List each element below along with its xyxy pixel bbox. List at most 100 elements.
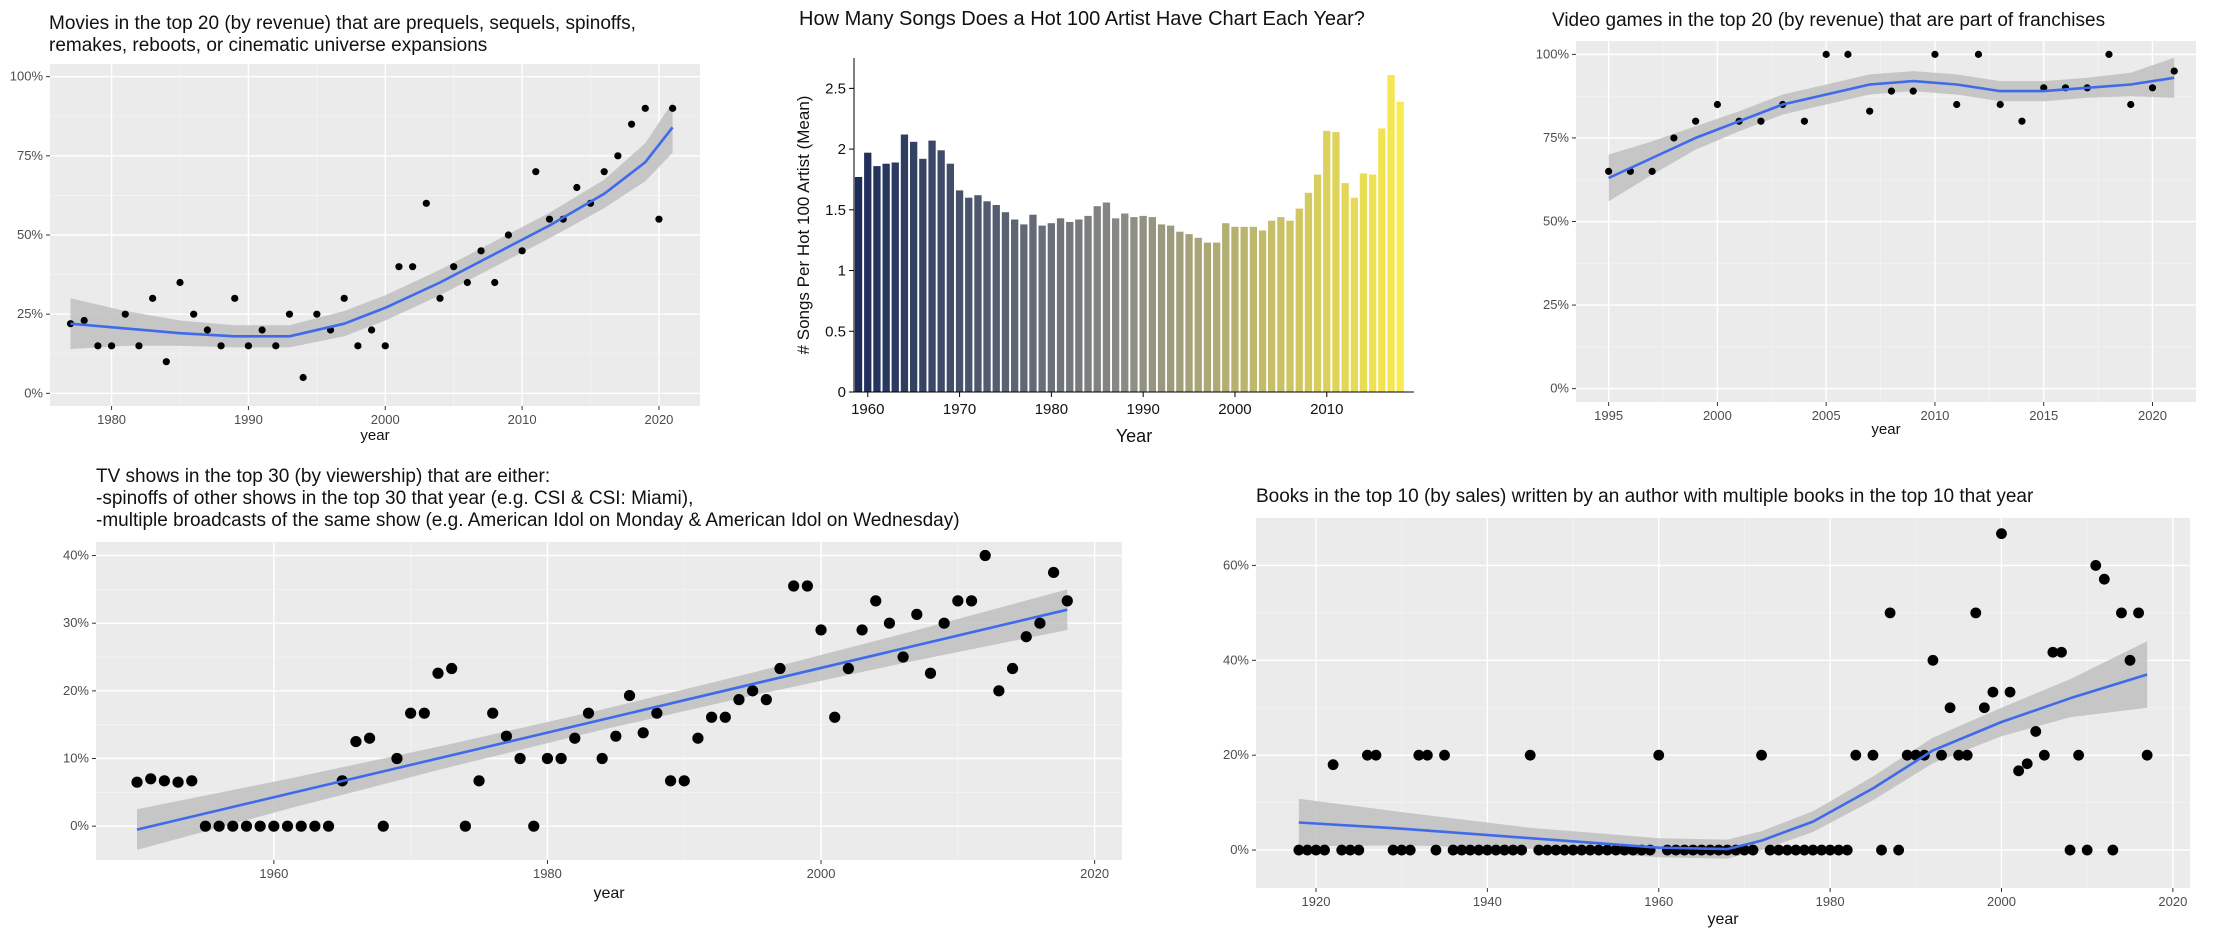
tv-data-point	[979, 549, 991, 562]
movies-ytick-label: 50%	[17, 227, 43, 242]
books-data-point	[1601, 844, 1613, 856]
books-data-point	[1319, 844, 1330, 856]
songs-xtick-label: 2000	[1218, 401, 1251, 418]
movies-data-point	[641, 104, 649, 112]
tv-data-point	[733, 694, 745, 706]
books-confidence-band	[1298, 641, 2148, 859]
tv-data-point	[158, 775, 170, 787]
books-data-point	[2030, 726, 2042, 737]
songs-bar	[1295, 208, 1303, 392]
songs-bar	[1313, 174, 1322, 392]
songs-ytick-label: 2.5	[825, 80, 846, 97]
tv-xtick-label: 2020	[1080, 866, 1109, 881]
books-data-point	[1944, 702, 1956, 714]
songs-bar	[1029, 214, 1037, 392]
songs-xtick-label: 1990	[1126, 401, 1159, 418]
books-data-point	[1447, 844, 1459, 856]
tv-data-point	[993, 685, 1005, 697]
tv-data-point	[924, 667, 937, 679]
tv-chart: 1960 1980 2000 2020 0% 10% 20% 30% 40% year	[63, 542, 1122, 902]
songs-xtick-label: 1980	[1035, 401, 1068, 418]
songs-bar	[1112, 218, 1120, 392]
tv-ytick-label: 10%	[63, 751, 89, 766]
games-x-axis-label: year	[1871, 421, 1900, 438]
books-data-point	[2056, 646, 2067, 658]
books-data-point	[1327, 759, 1339, 771]
songs-bar	[1047, 223, 1055, 392]
games-confidence-band	[1608, 57, 2175, 202]
books-ytick-label: 20%	[1223, 747, 1249, 762]
games-ytick-label: 50%	[1543, 214, 1569, 229]
movies-xtick-label: 2020	[644, 412, 673, 427]
books-data-point	[2133, 607, 2144, 619]
tv-data-point	[1006, 662, 1019, 675]
books-data-point	[1867, 749, 1879, 761]
songs-bar	[1020, 224, 1028, 392]
books-data-point	[1370, 749, 1382, 761]
books-data-point	[1430, 844, 1442, 856]
books-data-point	[2073, 749, 2085, 761]
tv-data-point	[1048, 566, 1060, 579]
songs-bar	[873, 166, 881, 392]
songs-bar	[910, 141, 918, 392]
tv-data-point	[719, 711, 731, 723]
songs-bar	[1231, 226, 1239, 392]
tv-data-point	[199, 820, 212, 832]
books-xtick-label: 1960	[1644, 894, 1673, 909]
games-data-point	[1605, 167, 1613, 175]
songs-bar	[900, 134, 909, 392]
songs-ytick-label: 0	[838, 384, 846, 401]
songs-bar	[919, 158, 927, 392]
tv-trend-line	[136, 608, 1068, 831]
books-data-point	[1747, 844, 1759, 856]
books-data-point	[2064, 844, 2076, 856]
songs-bar	[1139, 215, 1147, 392]
movies-data-point	[367, 326, 376, 334]
songs-bar	[1056, 218, 1065, 392]
movies-data-point	[600, 168, 608, 176]
books-chart-title: Books in the top 10 (by sales) written b…	[1256, 486, 2034, 507]
movies-data-point	[395, 263, 403, 271]
books-data-point	[1704, 844, 1716, 856]
tv-data-point	[760, 694, 772, 706]
books-data-point	[1310, 844, 1322, 856]
games-xtick-label: 2010	[1920, 408, 1949, 423]
songs-bar	[1011, 219, 1019, 392]
books-data-point	[1387, 844, 1399, 856]
books-data-point	[1507, 844, 1519, 856]
songs-bar	[1387, 75, 1395, 392]
books-data-point	[1619, 844, 1630, 856]
movies-data-point	[272, 342, 280, 350]
movies-data-point	[121, 310, 129, 318]
books-data-point	[2116, 607, 2127, 619]
tv-data-point	[418, 707, 430, 719]
books-data-point	[1781, 844, 1793, 856]
books-data-point	[1927, 654, 1939, 666]
songs-bar	[1359, 173, 1368, 392]
tv-data-point	[678, 775, 690, 787]
games-xtick-label: 2005	[1812, 408, 1841, 423]
games-data-point	[2170, 67, 2178, 75]
tv-data-point	[322, 820, 335, 832]
songs-bar	[1369, 174, 1377, 392]
movies-data-point	[655, 215, 663, 223]
books-data-point	[1893, 844, 1905, 856]
tv-data-point	[364, 732, 376, 744]
games-data-point	[1670, 134, 1678, 142]
books-data-point	[1807, 844, 1819, 856]
tv-x-axis-label: year	[593, 885, 625, 902]
songs-bar	[983, 201, 991, 392]
games-xtick-label: 2000	[1703, 408, 1732, 423]
tv-data-point	[569, 732, 581, 744]
songs-bar	[946, 163, 954, 392]
games-ytick-label: 100%	[1536, 46, 1570, 61]
songs-ytick-label: 1.5	[825, 202, 846, 219]
songs-x-axis-label: Year	[1116, 426, 1152, 446]
movies-chart-title-line-1: Movies in the top 20 (by revenue) that a…	[49, 13, 636, 34]
books-data-point	[1790, 844, 1802, 856]
games-data-point	[1953, 100, 1961, 109]
movies-data-point	[409, 263, 417, 271]
movies-data-point	[627, 120, 636, 128]
movies-data-point	[436, 294, 444, 302]
tv-data-point	[541, 752, 554, 765]
